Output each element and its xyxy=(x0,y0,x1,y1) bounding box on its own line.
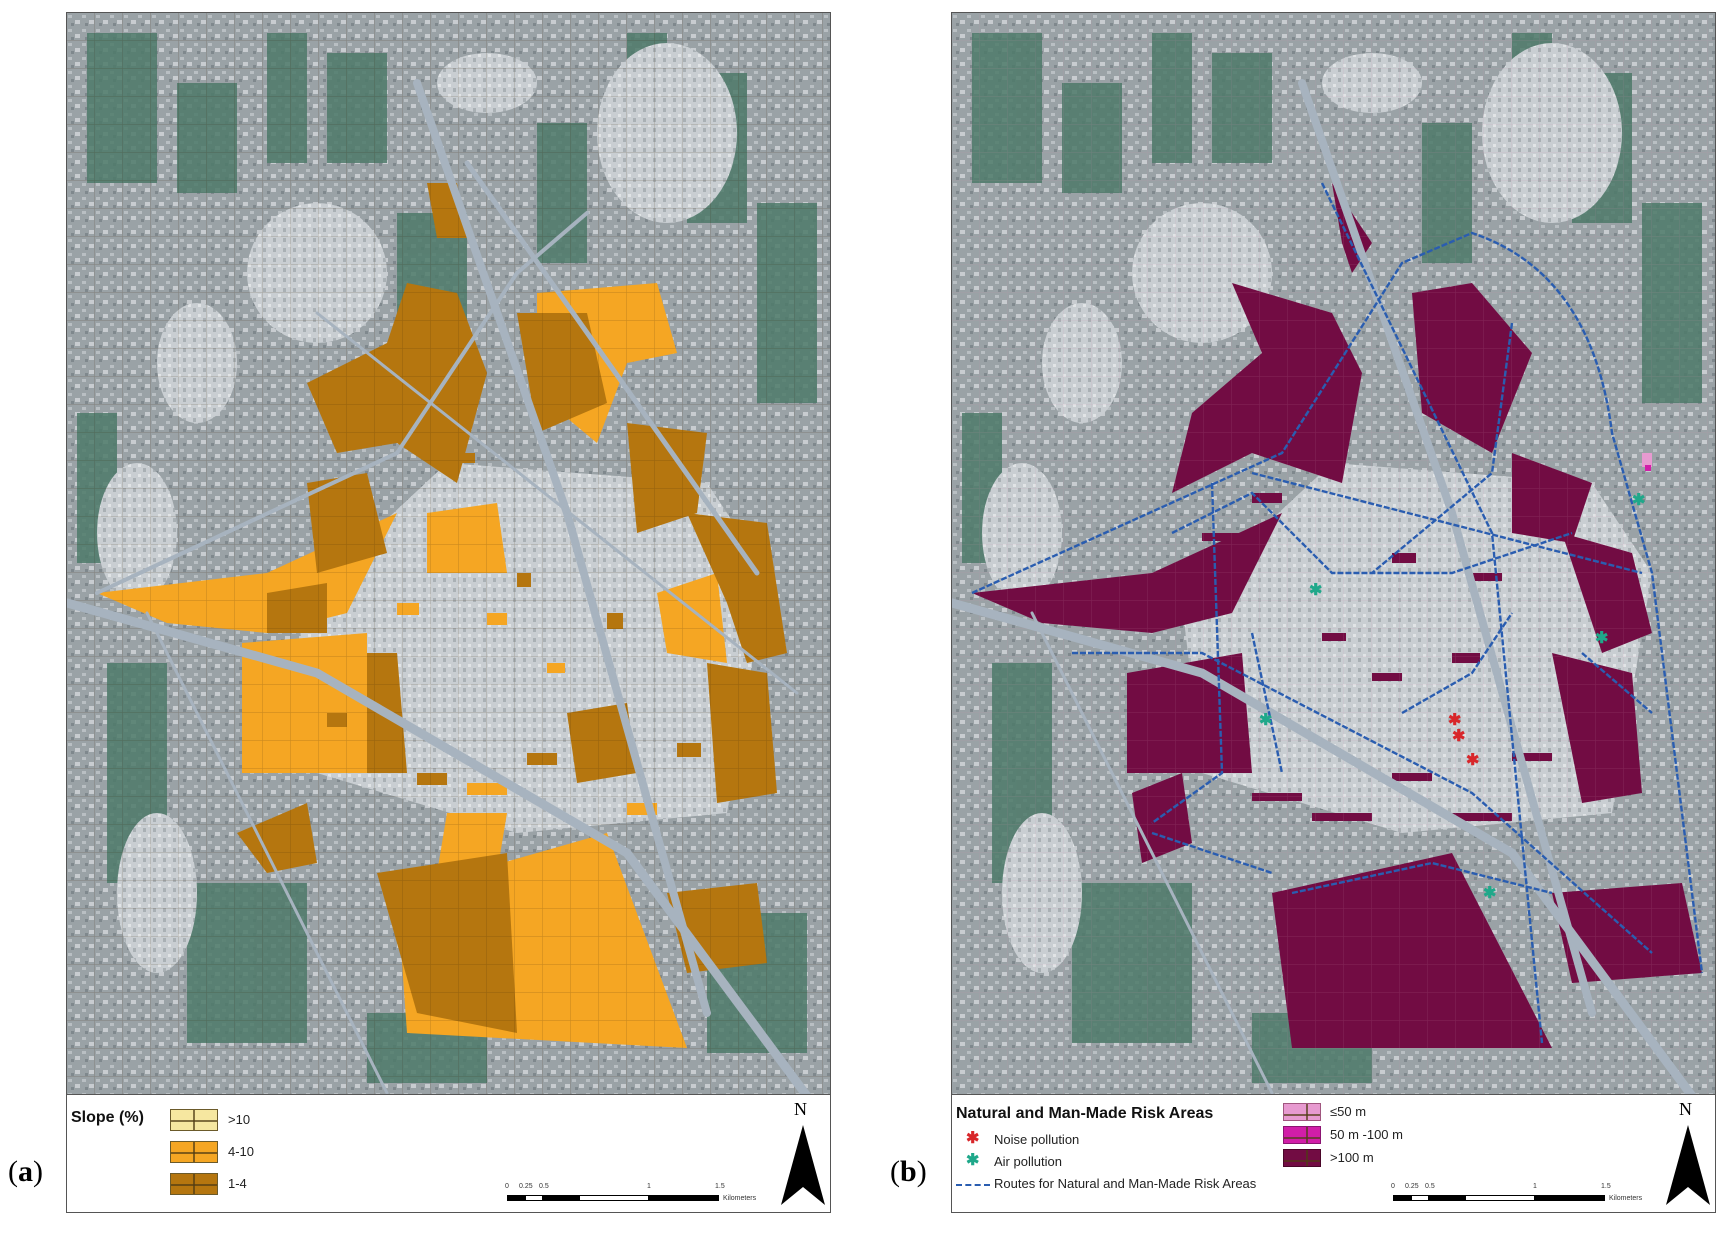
noise-pollution-marker[interactable]: ✱ xyxy=(1452,728,1466,745)
legend-item-label: ≤50 m xyxy=(1330,1104,1367,1119)
grid-overlay xyxy=(67,13,830,1094)
noise-pollution-marker[interactable]: ✱ xyxy=(1466,752,1480,769)
risk-legend: Natural and Man-Made Risk Areas ✱ Noise … xyxy=(951,1095,1716,1213)
air-pollution-marker[interactable]: ✱ xyxy=(1309,582,1323,599)
risk-routes xyxy=(971,182,1704,1044)
risk-map-canvas xyxy=(952,13,1715,1094)
scale-label: 0.25 xyxy=(1405,1183,1419,1190)
label-open: ( xyxy=(8,1155,18,1188)
north-label: N xyxy=(794,1099,807,1119)
scale-label: 0.25 xyxy=(519,1183,533,1190)
scale-label: 0 xyxy=(505,1183,509,1190)
legend-item-label: >10 xyxy=(228,1112,251,1127)
scale-bar: 0 0.25 0.5 1 1.5 Kilometers xyxy=(1391,1183,1642,1202)
swatch-slope-gt10 xyxy=(170,1109,218,1131)
slope-map-canvas xyxy=(67,13,830,1094)
panel-label-b: (b) xyxy=(890,1155,927,1189)
slope-legend: Slope (%) >10 4-10 1-4 0 0.25 0.5 1 1.5 … xyxy=(66,1095,831,1213)
road-network xyxy=(67,79,812,1094)
label-letter: a xyxy=(18,1155,33,1188)
panel-label-a: (a) xyxy=(8,1155,43,1189)
map-panel-b: ✱ ✱ ✱ ✱ ✱ ✱ ✱ ✱ Natural and Man-Made Ris… xyxy=(951,12,1716,1213)
scale-bar: 0 0.25 0.5 1 1.5 Kilometers xyxy=(505,1183,756,1202)
legend-item-label: 4-10 xyxy=(228,1144,255,1159)
label-close: ) xyxy=(33,1155,43,1188)
air-pollution-marker[interactable]: ✱ xyxy=(1483,885,1497,902)
slope-map[interactable] xyxy=(66,12,831,1095)
scale-label: 1.5 xyxy=(715,1183,725,1190)
scale-unit: Kilometers xyxy=(1609,1195,1643,1202)
legend-item-label: 50 m -100 m xyxy=(1330,1127,1403,1142)
scale-label: 1 xyxy=(647,1183,651,1190)
label-letter: b xyxy=(900,1155,917,1188)
air-pollution-marker[interactable]: ✱ xyxy=(1632,492,1646,509)
scale-label: 1 xyxy=(1533,1183,1537,1190)
swatch-slope-1-4 xyxy=(170,1173,218,1195)
label-close: ) xyxy=(916,1155,927,1188)
air-pollution-label: Air pollution xyxy=(994,1154,1062,1169)
noise-pollution-marker[interactable]: ✱ xyxy=(1448,712,1462,729)
north-label: N xyxy=(1679,1099,1692,1119)
road-network xyxy=(952,79,1697,1094)
swatch-risk-over-100m xyxy=(1283,1149,1321,1167)
swatch-risk-50-100m xyxy=(1283,1126,1321,1144)
noise-pollution-label: Noise pollution xyxy=(994,1132,1080,1147)
north-arrow-icon: N xyxy=(1664,1099,1712,1207)
risk-50-100m xyxy=(1645,465,1651,471)
noise-pollution-icon: ✱ xyxy=(966,1130,980,1147)
north-arrow-icon: N xyxy=(779,1099,827,1207)
air-pollution-icon: ✱ xyxy=(966,1152,980,1169)
swatch-slope-4-10 xyxy=(170,1141,218,1163)
scale-label: 0.5 xyxy=(539,1183,549,1190)
swatch-risk-under-50m xyxy=(1283,1103,1321,1121)
legend-item-label: >100 m xyxy=(1330,1150,1374,1165)
risk-under-50m xyxy=(1642,453,1652,467)
scale-unit: Kilometers xyxy=(723,1195,757,1202)
scale-label: 0.5 xyxy=(1425,1183,1435,1190)
scale-label: 1.5 xyxy=(1601,1183,1611,1190)
risk-areas-map[interactable]: ✱ ✱ ✱ ✱ ✱ ✱ ✱ ✱ xyxy=(951,12,1716,1095)
map-panel-a: Slope (%) >10 4-10 1-4 0 0.25 0.5 1 1.5 … xyxy=(66,12,831,1213)
routes-label: Routes for Natural and Man-Made Risk Are… xyxy=(994,1176,1257,1191)
scale-label: 0 xyxy=(1391,1183,1395,1190)
route-line-icon xyxy=(956,1184,990,1186)
grid-overlay xyxy=(952,13,1715,1094)
air-pollution-marker[interactable]: ✱ xyxy=(1595,630,1609,647)
label-open: ( xyxy=(890,1155,900,1188)
legend-title: Natural and Man-Made Risk Areas xyxy=(956,1105,1214,1122)
legend-item-label: 1-4 xyxy=(228,1176,247,1191)
air-pollution-marker[interactable]: ✱ xyxy=(1259,712,1273,729)
legend-title: Slope (%) xyxy=(71,1109,144,1126)
